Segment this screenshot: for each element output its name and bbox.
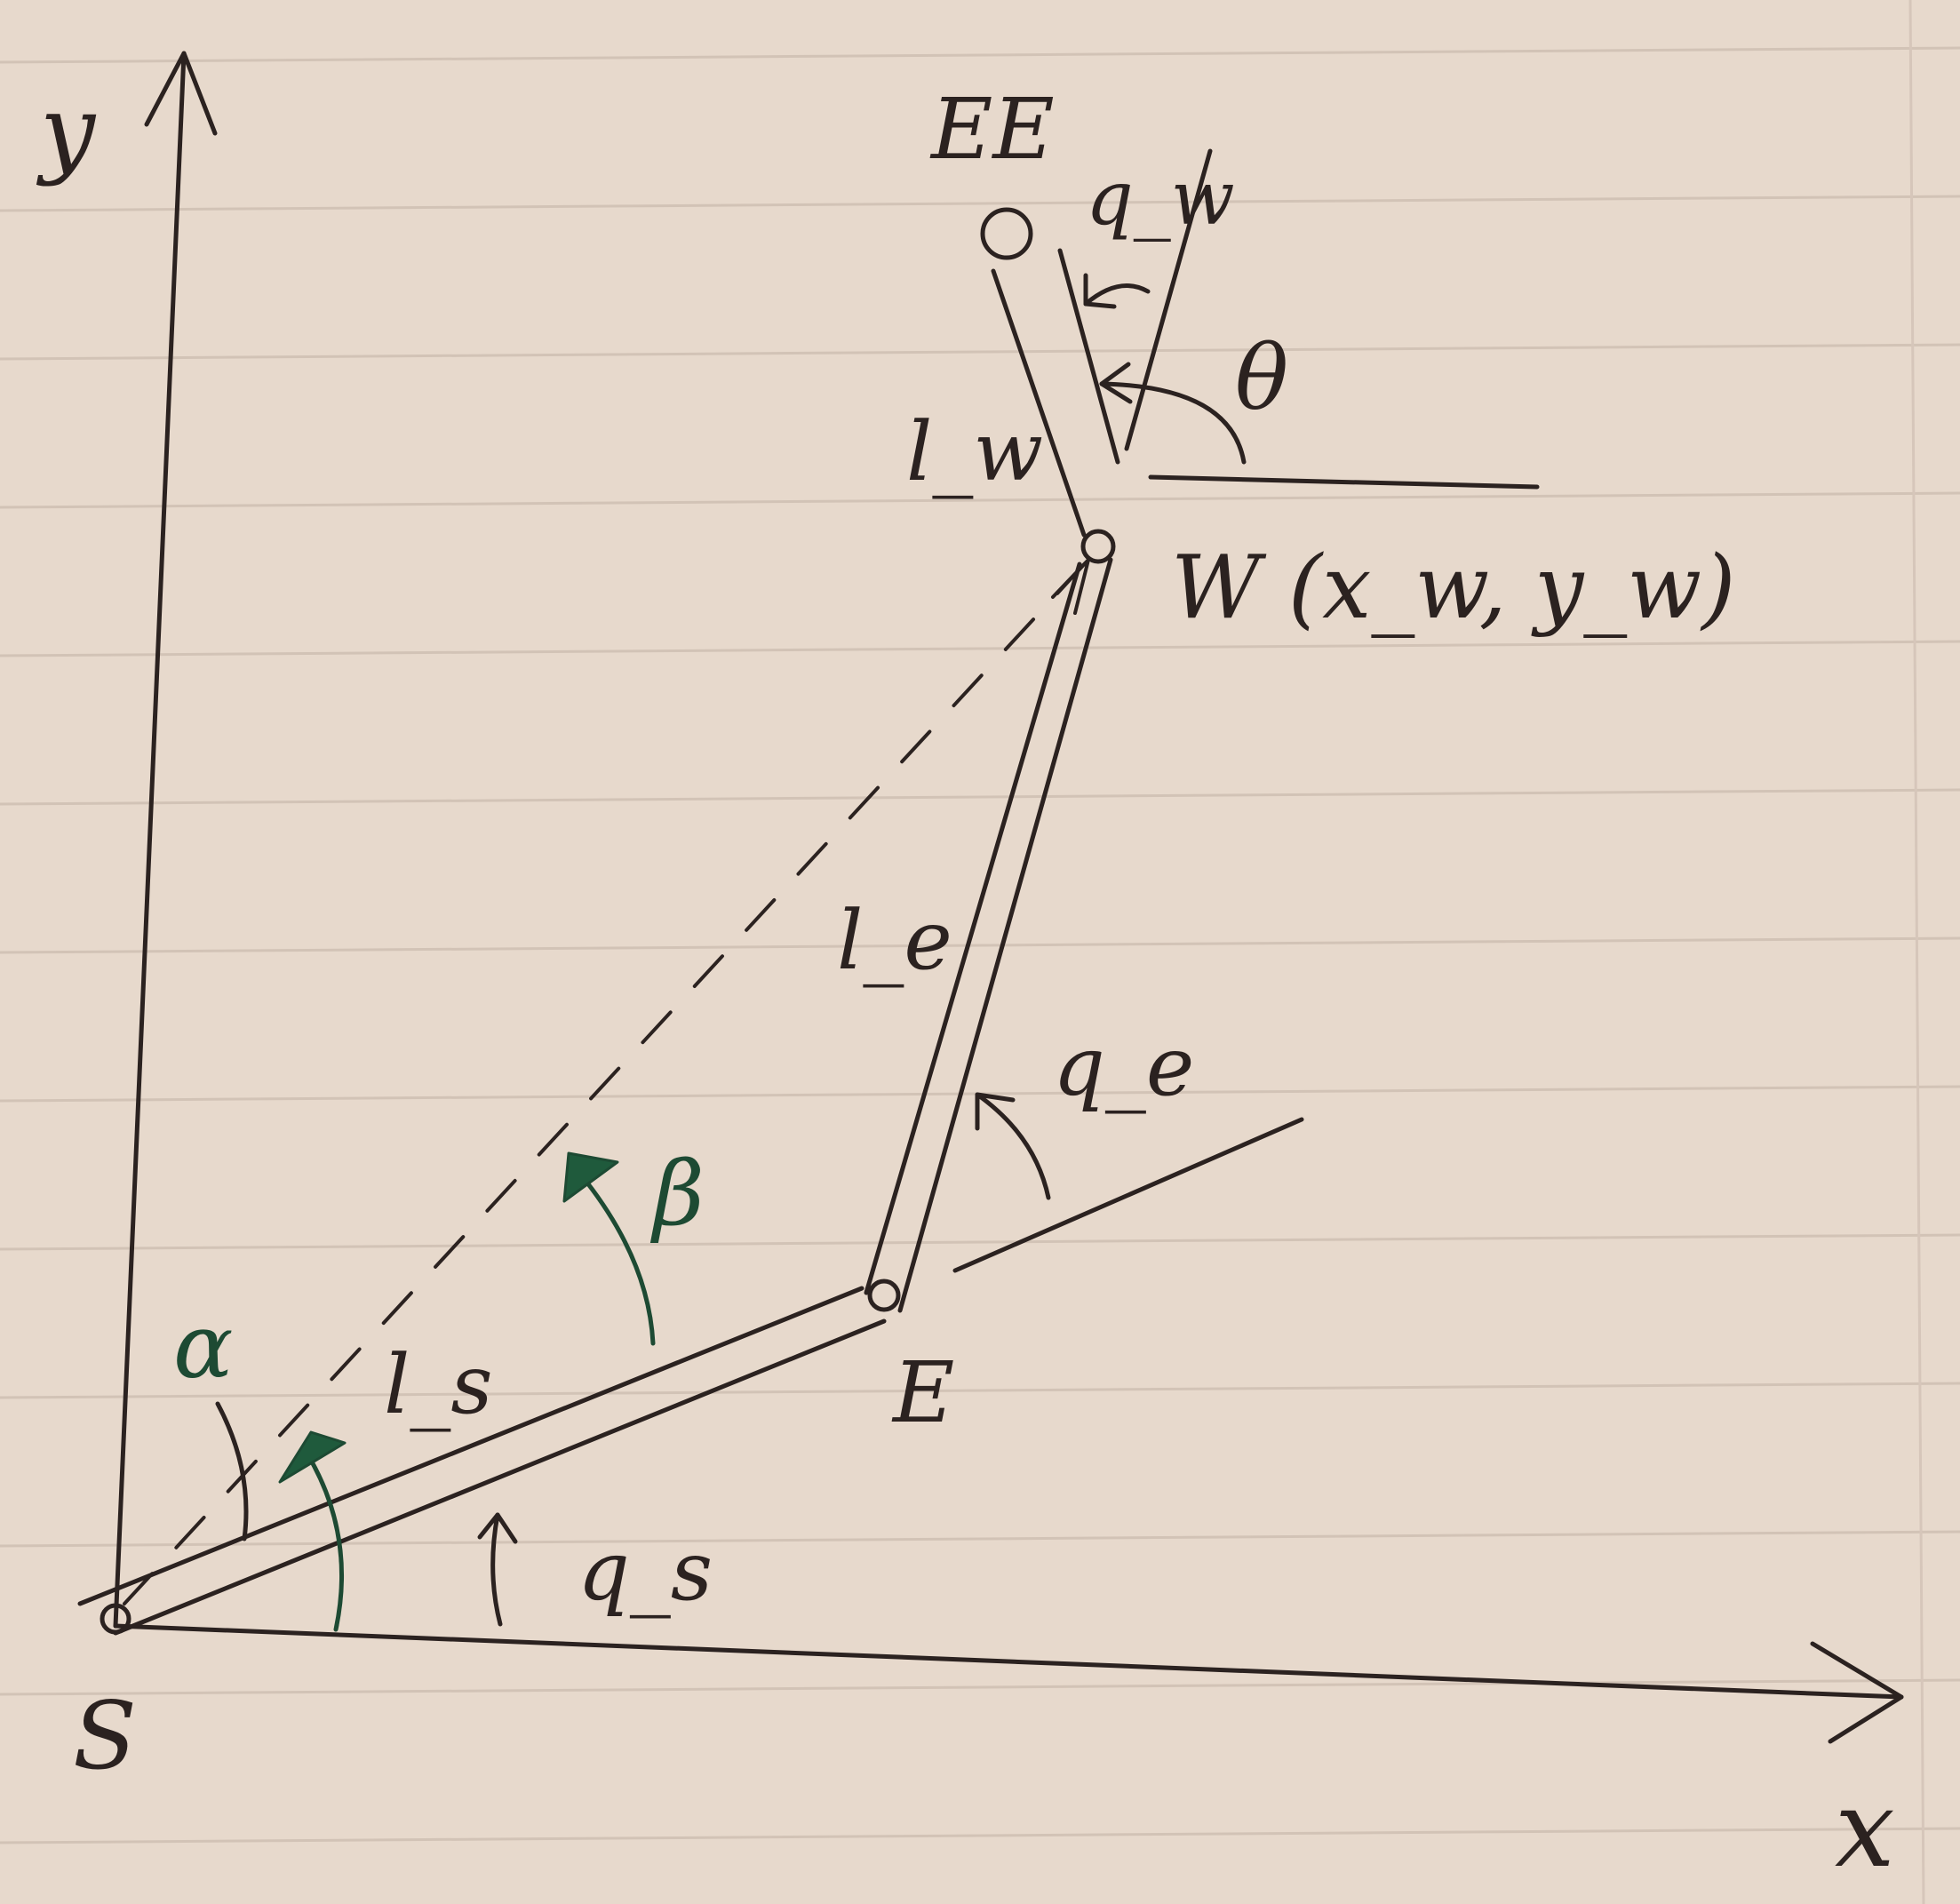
- wrist-label: W (x_w, y_w): [1171, 538, 1735, 639]
- alpha-arc: [215, 1401, 249, 1542]
- x-axis-label: x: [1835, 1768, 1895, 1892]
- y-axis: [113, 51, 218, 1629]
- alpha-label: α: [173, 1295, 234, 1398]
- shoulder-label: S: [73, 1682, 137, 1790]
- beta-angle-arrow: [562, 1151, 656, 1346]
- elbow-extension-line: [952, 1117, 1304, 1273]
- wrist-angle-label: q_w: [1086, 155, 1235, 242]
- end-effector-joint: [980, 207, 1033, 260]
- elbow-angle-arrow: [975, 1092, 1051, 1200]
- elbow-joint: [867, 1279, 901, 1312]
- end-effector-label: EE: [929, 81, 1055, 179]
- wrist-horizontal-line: [1148, 474, 1540, 490]
- link-wrist-label: l_w: [906, 404, 1043, 499]
- dashed-line-arrowhead: [1051, 558, 1090, 615]
- shoulder-angle-label: q_s: [578, 1524, 713, 1619]
- shoulder-angle-arrow: [477, 1512, 518, 1627]
- wrist-extension-line: [1124, 148, 1213, 451]
- wrist-link: [991, 248, 1120, 538]
- shoulder-wrist-dashed-line: [123, 558, 1090, 1605]
- theta-label: θ: [1235, 326, 1288, 430]
- elbow-label: E: [891, 1344, 954, 1442]
- link-shoulder-label: l_s: [384, 1337, 493, 1432]
- shoulder-joint: [100, 1603, 131, 1635]
- elbow-angle-label: q_e: [1053, 1019, 1194, 1114]
- theta-angle-arrow: [1099, 362, 1247, 465]
- link-elbow-label: l_e: [837, 893, 952, 988]
- elbow-link: [864, 557, 1113, 1313]
- wrist-joint: [1080, 529, 1116, 564]
- green-angle-arrow-shoulder: [278, 1430, 347, 1632]
- x-axis: [113, 1623, 1904, 1744]
- beta-label: β: [649, 1142, 705, 1246]
- y-axis-label: y: [36, 74, 97, 187]
- wrist-angle-arrow: [1083, 273, 1151, 309]
- shoulder-link: [77, 1286, 887, 1636]
